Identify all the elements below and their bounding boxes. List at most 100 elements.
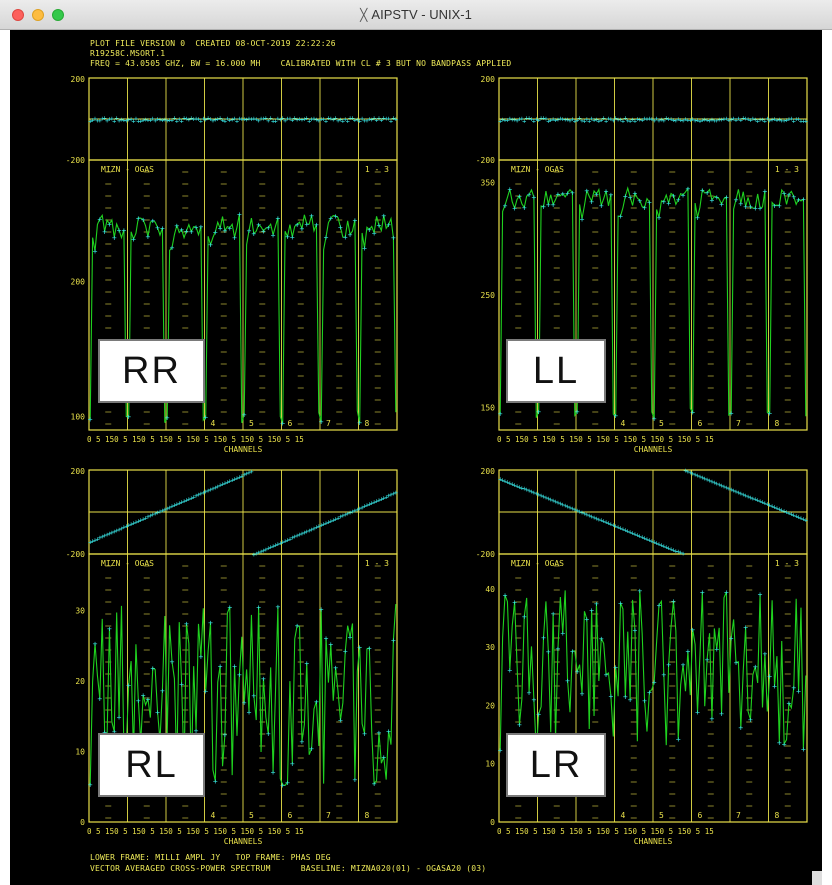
amplitude-data-point: + — [343, 233, 348, 242]
phase-data-point: + — [765, 115, 769, 123]
phase-data-point: + — [324, 117, 328, 125]
phase-data-point: + — [789, 115, 793, 123]
amplitude-data-point: + — [247, 227, 252, 236]
phase-data-point: + — [606, 115, 610, 123]
phase-data-point: + — [710, 116, 714, 124]
phase-data-point: + — [273, 118, 277, 126]
phase-data-point: + — [590, 115, 594, 123]
phase-data-point: + — [686, 116, 690, 124]
phase-data-point: + — [136, 517, 140, 525]
minimize-window-button[interactable] — [32, 9, 44, 21]
amplitude-data-point: + — [551, 609, 556, 618]
amplitude-tick-label: 150 — [481, 404, 496, 413]
phase-data-point: + — [358, 118, 362, 126]
amplitude-data-point: + — [97, 215, 102, 224]
amplitude-data-point: + — [324, 634, 329, 643]
phase-data-point: + — [599, 517, 603, 525]
phase-data-point: + — [384, 493, 388, 501]
phase-data-point: + — [165, 117, 169, 125]
if-number-label: 5 — [249, 419, 254, 428]
amplitude-data-point: + — [796, 687, 801, 696]
phase-data-point: + — [640, 533, 644, 541]
phase-data-point: + — [789, 511, 793, 519]
amplitude-data-point: + — [666, 661, 671, 670]
phase-data-point: + — [281, 114, 285, 122]
phase-data-point: + — [556, 499, 560, 507]
amplitude-data-point: + — [290, 759, 295, 768]
phase-data-point: + — [206, 114, 210, 122]
window-titlebar: ╳ AIPSTV - UNIX-1 — [0, 0, 832, 30]
phase-data-point: + — [642, 115, 646, 123]
phase-data-point: + — [360, 504, 364, 512]
baseline-label: MIZN - OGAS — [101, 559, 154, 568]
phase-data-point: + — [722, 483, 726, 491]
phase-tick-label: 200 — [71, 75, 86, 84]
amplitude-data-point: + — [700, 588, 705, 597]
phase-data-point: + — [758, 498, 762, 506]
phase-data-point: + — [276, 115, 280, 123]
phase-data-point: + — [768, 117, 772, 125]
phase-data-point: + — [235, 474, 239, 482]
phase-data-point: + — [578, 115, 582, 123]
phase-data-point: + — [314, 524, 318, 532]
phase-data-point: + — [756, 497, 760, 505]
phase-data-point: + — [235, 118, 239, 126]
if-number-label: 7 — [326, 419, 331, 428]
phase-data-point: + — [170, 503, 174, 511]
phase-data-point: + — [242, 115, 246, 123]
phase-data-point: + — [565, 116, 569, 124]
phase-data-point: + — [573, 117, 577, 125]
footer-line-1: LOWER FRAME: MILLI AMPL JY TOP FRAME: PH… — [90, 853, 331, 862]
phase-data-point: + — [103, 114, 107, 122]
header-line-3: FREQ = 43.0505 GHZ, BW = 16.000 MH CALIB… — [90, 59, 512, 68]
phase-data-point: + — [609, 521, 613, 529]
phase-data-point: + — [372, 114, 376, 122]
amplitude-data-point: + — [352, 775, 357, 784]
window-resize-corner[interactable] — [812, 871, 822, 885]
phase-data-point: + — [520, 484, 524, 492]
amplitude-data-point: + — [738, 199, 743, 208]
phase-data-point: + — [134, 518, 138, 526]
phase-data-point: + — [353, 116, 357, 124]
phase-data-point: + — [780, 507, 784, 515]
phase-data-point: + — [570, 505, 574, 513]
amplitude-data-point: + — [242, 699, 247, 708]
phase-data-point: + — [585, 511, 589, 519]
amplitude-data-point: + — [155, 223, 160, 232]
amplitude-data-point: + — [357, 643, 362, 652]
phase-data-point: + — [184, 496, 188, 504]
phase-data-point: + — [710, 478, 714, 486]
amplitude-data-point: + — [141, 216, 146, 225]
amplitude-data-point: + — [584, 615, 589, 624]
amplitude-data-point: + — [227, 224, 232, 233]
amplitude-tick-label: 20 — [75, 677, 85, 686]
zoom-window-button[interactable] — [52, 9, 64, 21]
amplitude-data-point: + — [714, 193, 719, 202]
close-window-button[interactable] — [12, 9, 24, 21]
phase-data-point: + — [604, 117, 608, 125]
phase-data-point: + — [739, 116, 743, 124]
phase-data-point: + — [119, 525, 123, 533]
amplitude-data-point: + — [160, 224, 165, 233]
phase-data-point: + — [698, 473, 702, 481]
amplitude-data-point: + — [575, 668, 580, 677]
phase-data-point: + — [539, 492, 543, 500]
phase-data-point: + — [122, 524, 126, 532]
amplitude-data-point: + — [546, 647, 551, 656]
phase-data-point: + — [758, 116, 762, 124]
phase-data-point: + — [252, 551, 256, 559]
phase-data-point: + — [160, 507, 164, 515]
phase-data-point: + — [729, 116, 733, 124]
amplitude-data-point: + — [150, 664, 155, 673]
phase-data-point: + — [787, 510, 791, 518]
phase-data-point: + — [635, 116, 639, 124]
phase-data-point: + — [630, 530, 634, 538]
phase-data-point: + — [242, 471, 246, 479]
phase-data-point: + — [317, 117, 321, 125]
amplitude-data-point: + — [748, 715, 753, 724]
amplitude-data-point: + — [570, 647, 575, 656]
phase-data-point: + — [220, 481, 224, 489]
phase-data-point: + — [290, 116, 294, 124]
phase-data-point: + — [160, 116, 164, 124]
phase-data-point: + — [799, 117, 803, 125]
